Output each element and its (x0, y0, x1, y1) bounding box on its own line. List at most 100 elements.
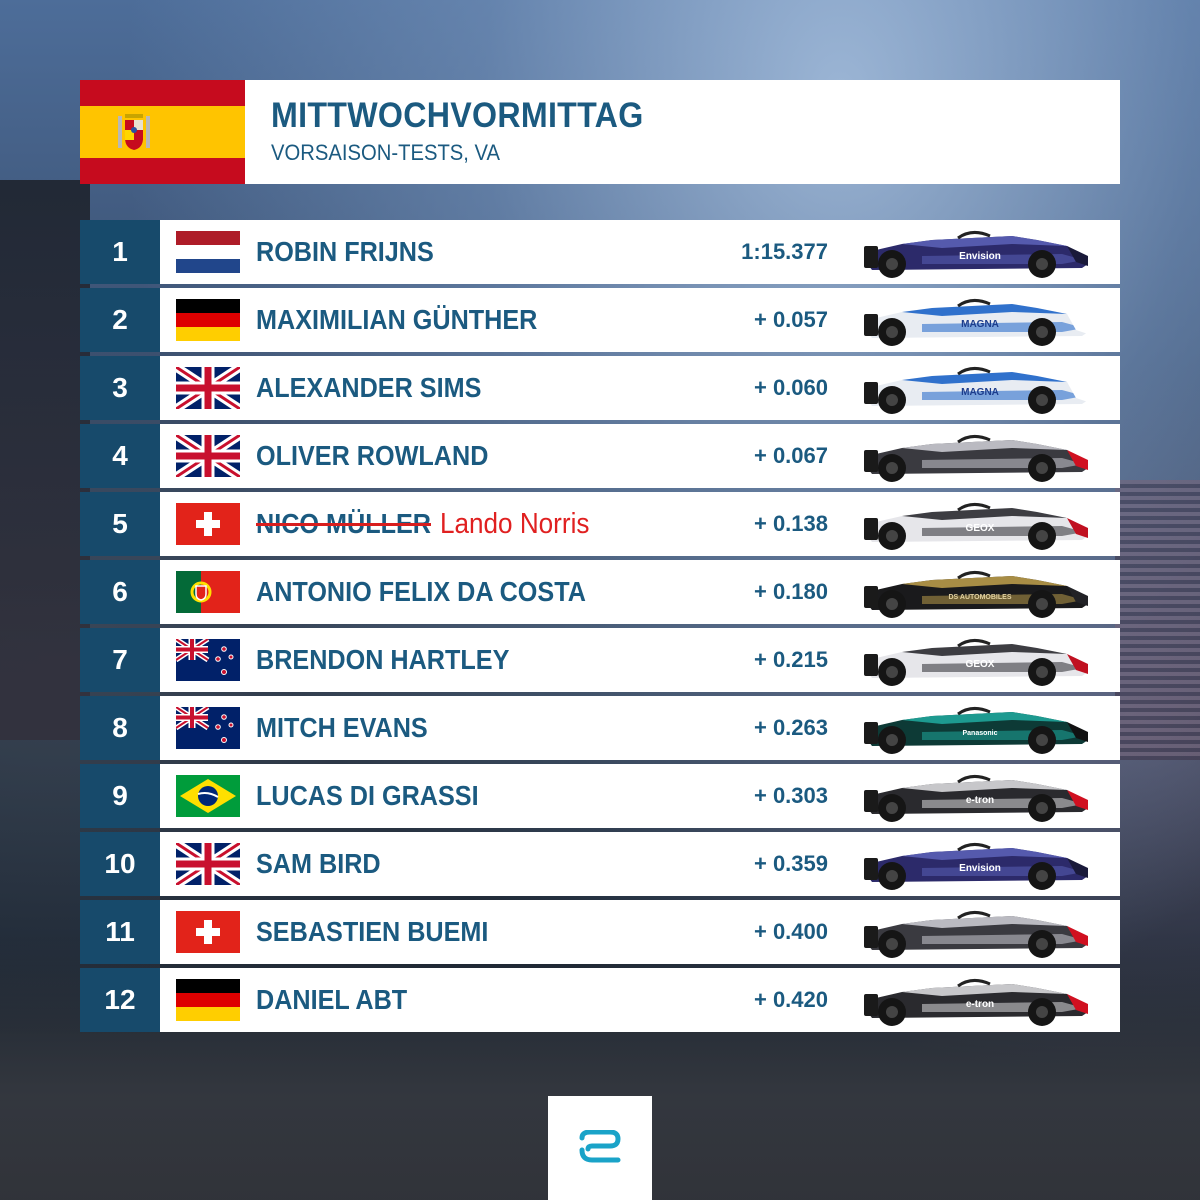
lap-time: + 0.180 (753, 579, 828, 604)
position-number: 11 (80, 900, 160, 964)
lap-time: + 0.138 (753, 511, 828, 536)
switzerland-flag-icon (176, 911, 240, 953)
driver-name: MITCH EVANS (256, 712, 428, 743)
page-subtitle: VORSAISON-TESTS, VA (271, 140, 501, 165)
driver-name: MAXIMILIAN GÜNTHER (256, 304, 538, 335)
struck-driver-name: NICO MÜLLER (256, 508, 431, 539)
netherlands-flag-icon (176, 231, 240, 273)
driver-name: NICO MÜLLER Lando Norris (256, 492, 589, 556)
position-number: 7 (80, 628, 160, 692)
svg-text:e-tron: e-tron (966, 999, 994, 1010)
driver-name: ANTONIO FELIX DA COSTA (256, 576, 586, 607)
position-number: 3 (80, 356, 160, 420)
portugal-flag-icon (176, 571, 240, 613)
driver-card: ANTONIO FELIX DA COSTA + 0.180 DS AUTOMOB… (160, 560, 1120, 624)
driver-card: DANIEL ABT + 0.420 e-tron (160, 968, 1120, 1032)
dragon-car-icon: GEOX (862, 498, 1092, 552)
nissan-car-icon (862, 430, 1092, 484)
driver-card: ALEXANDER SIMS + 0.060 MAGNA (160, 356, 1120, 420)
brazil-flag-icon (176, 775, 240, 817)
lap-time: + 0.420 (753, 987, 828, 1012)
position-number: 2 (80, 288, 160, 352)
svg-text:GEOX: GEOX (966, 659, 995, 670)
switzerland-flag-icon (176, 503, 240, 545)
handwritten-correction: Lando Norris (439, 508, 590, 540)
lap-time: + 0.263 (753, 715, 828, 740)
driver-card: MITCH EVANS + 0.263 Panasonic (160, 696, 1120, 760)
lap-time: + 0.067 (753, 443, 828, 468)
new-zealand-flag-icon (176, 639, 240, 681)
driver-card: LUCAS DI GRASSI + 0.303 e-tron (160, 764, 1120, 828)
jaguar-car-icon: Panasonic (862, 702, 1092, 756)
table-row: 7 BRENDON HARTLEY + 0.215 GEOX (80, 628, 1120, 692)
driver-name: SEBASTIEN BUEMI (256, 916, 489, 947)
driver-name: OLIVER ROWLAND (256, 440, 489, 471)
background-grandstand-left (0, 180, 90, 740)
driver-name: SAM BIRD (256, 848, 381, 879)
envision-virgin-car-icon: Envision (862, 838, 1092, 892)
driver-name: BRENDON HARTLEY (256, 644, 510, 675)
svg-text:MAGNA: MAGNA (961, 387, 999, 398)
svg-text:GEOX: GEOX (966, 523, 995, 534)
lap-time: + 0.303 (753, 783, 828, 808)
table-row: 3 ALEXANDER SIMS + 0.060 MAGNA (80, 356, 1120, 420)
lap-time: 1:15.377 (741, 239, 828, 264)
germany-flag-icon (176, 299, 240, 341)
position-number: 12 (80, 968, 160, 1032)
spain-flag-icon (80, 80, 245, 184)
uk-flag-icon (176, 843, 240, 885)
lap-time: + 0.060 (753, 375, 828, 400)
nissan-car-icon (862, 906, 1092, 960)
uk-flag-icon (176, 435, 240, 477)
background-grandstand-right (1115, 480, 1200, 760)
position-number: 4 (80, 424, 160, 488)
audi-car-icon: e-tron (862, 974, 1092, 1028)
ds-techeetah-car-icon: DS AUTOMOBILES (862, 566, 1092, 620)
new-zealand-flag-icon (176, 707, 240, 749)
lap-time: + 0.359 (753, 851, 828, 876)
bmw-car-icon: MAGNA (862, 362, 1092, 416)
driver-name: DANIEL ABT (256, 984, 408, 1015)
position-number: 9 (80, 764, 160, 828)
svg-text:MAGNA: MAGNA (961, 319, 999, 330)
table-row: 6 ANTONIO FELIX DA COSTA + 0.180 DS AUTOMO… (80, 560, 1120, 624)
lap-time: + 0.057 (753, 307, 828, 332)
audi-car-icon: e-tron (862, 770, 1092, 824)
position-number: 8 (80, 696, 160, 760)
table-row: 1 ROBIN FRIJNS 1:15.377 Envision (80, 220, 1120, 284)
table-row: 5 NICO MÜLLER Lando Norris + 0.138 GEOX (80, 492, 1120, 556)
driver-card: BRENDON HARTLEY + 0.215 GEOX (160, 628, 1120, 692)
position-number: 5 (80, 492, 160, 556)
table-row: 10 SAM BIRD + 0.359 Envision (80, 832, 1120, 896)
dragon-car-icon: GEOX (862, 634, 1092, 688)
svg-text:Envision: Envision (959, 863, 1001, 874)
position-number: 1 (80, 220, 160, 284)
formula-e-logo-icon (548, 1096, 652, 1200)
position-number: 6 (80, 560, 160, 624)
table-row: 11 SEBASTIEN BUEMI + 0.400 (80, 900, 1120, 964)
driver-card: ROBIN FRIJNS 1:15.377 Envision (160, 220, 1120, 284)
table-row: 9 LUCAS DI GRASSI + 0.303 e-tron (80, 764, 1120, 828)
driver-name: LUCAS DI GRASSI (256, 780, 479, 811)
table-row: 4 OLIVER ROWLAND + 0.067 (80, 424, 1120, 488)
table-row: 12 DANIEL ABT + 0.420 e-tron (80, 968, 1120, 1032)
envision-virgin-car-icon: Envision (862, 226, 1092, 280)
bmw-car-icon: MAGNA (862, 294, 1092, 348)
driver-card: SEBASTIEN BUEMI + 0.400 (160, 900, 1120, 964)
position-number: 10 (80, 832, 160, 896)
table-row: 8 MITCH EVANS + 0.263 Panasonic (80, 696, 1120, 760)
header-banner: MITTWOCHVORMITTAG VORSAISON-TESTS, VA (80, 80, 1120, 184)
driver-card: MAXIMILIAN GÜNTHER + 0.057 MAGNA (160, 288, 1120, 352)
page-title: MITTWOCHVORMITTAG (271, 96, 644, 135)
germany-flag-icon (176, 979, 240, 1021)
svg-text:DS AUTOMOBILES: DS AUTOMOBILES (948, 594, 1011, 601)
spain-coat-of-arms-icon (118, 114, 150, 150)
svg-text:Panasonic: Panasonic (962, 730, 997, 737)
driver-name: ROBIN FRIJNS (256, 236, 434, 267)
driver-card: OLIVER ROWLAND + 0.067 (160, 424, 1120, 488)
driver-name: ALEXANDER SIMS (256, 372, 482, 403)
table-row: 2 MAXIMILIAN GÜNTHER + 0.057 MAGNA (80, 288, 1120, 352)
svg-text:Envision: Envision (959, 251, 1001, 262)
lap-time: + 0.400 (753, 919, 828, 944)
svg-text:e-tron: e-tron (966, 795, 994, 806)
